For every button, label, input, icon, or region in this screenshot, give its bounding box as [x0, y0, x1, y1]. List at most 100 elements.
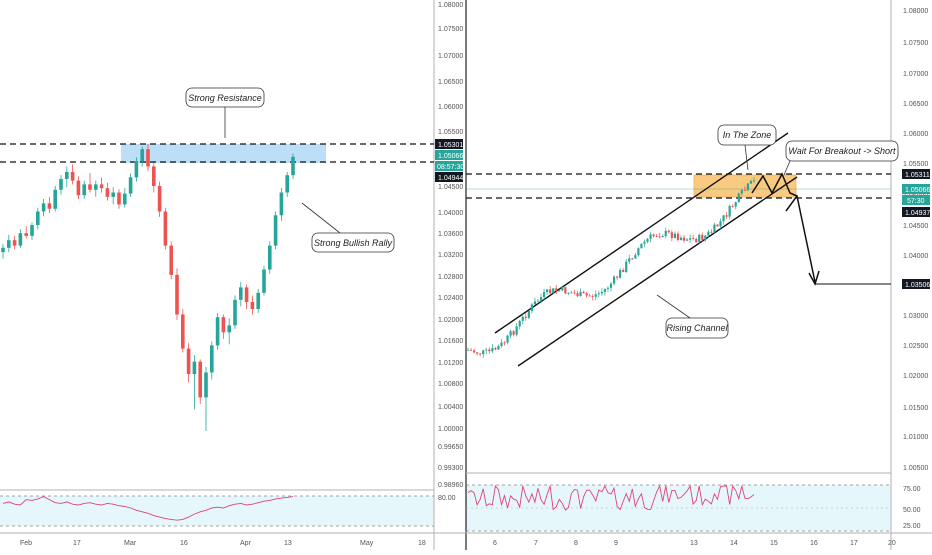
price-tag-1-05301	[435, 139, 463, 149]
y-tick: 1.00800	[438, 381, 463, 388]
candle	[661, 234, 664, 238]
candle	[573, 289, 576, 295]
candle	[612, 275, 616, 286]
y-tick: 1.03600	[438, 231, 463, 238]
price-tag-label: 1.03506	[905, 282, 930, 289]
x-tick: 20	[888, 540, 896, 547]
candle	[643, 239, 646, 248]
x-tick: 15	[770, 540, 778, 547]
candle	[99, 177, 104, 193]
y-tick: 1.08000	[903, 8, 928, 15]
candle	[619, 267, 622, 279]
rising-channel-label: Rising Channel	[666, 323, 728, 333]
candle	[268, 241, 272, 274]
y-tick: 1.02400	[438, 295, 463, 302]
rsi-tick: 25.00	[903, 523, 921, 530]
strong-resistance-label: Strong Resistance	[188, 93, 262, 103]
candle	[634, 252, 637, 259]
candle	[482, 350, 485, 358]
x-tick: 13	[690, 540, 698, 547]
candle	[530, 302, 533, 314]
x-tick: 17	[73, 540, 81, 547]
candle	[600, 287, 603, 296]
candle	[539, 293, 543, 304]
y-tick: 1.06500	[438, 79, 463, 86]
candle	[41, 199, 46, 217]
in-the-zone-label: In The Zone	[723, 130, 772, 140]
breakout-label: Wait For Breakout -> Short	[788, 146, 896, 156]
right-candles	[466, 177, 756, 358]
y-tick: 0.99650	[438, 444, 463, 451]
left-time-axis: Feb 17 Mar 16 Apr 13 May 18	[20, 540, 426, 547]
candle	[564, 286, 567, 295]
candle	[70, 164, 75, 185]
candle	[655, 234, 658, 238]
x-tick: Mar	[124, 540, 137, 547]
candle	[685, 238, 689, 242]
y-tick: 1.01600	[438, 338, 463, 345]
y-tick: 1.08000	[438, 2, 463, 9]
candle	[157, 181, 162, 217]
candle	[123, 188, 127, 208]
candle	[512, 329, 515, 337]
candle	[649, 231, 652, 243]
candle	[558, 290, 561, 292]
y-tick: 1.07000	[438, 53, 463, 60]
candle	[546, 288, 549, 295]
candle	[117, 189, 121, 209]
y-tick: 1.07500	[903, 40, 928, 47]
candle	[692, 234, 695, 241]
candle	[707, 229, 710, 238]
candle	[664, 227, 667, 239]
price-tag-label: 08:57:30	[437, 164, 464, 171]
candle	[469, 347, 473, 351]
candle	[737, 192, 740, 203]
candle	[689, 234, 692, 243]
candle	[725, 212, 728, 219]
candle	[746, 182, 750, 191]
candle	[673, 231, 676, 239]
candle	[59, 175, 63, 195]
candle	[140, 146, 144, 167]
projected-breakdown	[796, 195, 816, 283]
y-tick: 1.01500	[903, 405, 928, 412]
candle	[740, 189, 743, 196]
candle	[597, 290, 600, 298]
candle	[82, 180, 86, 200]
candle	[752, 177, 756, 183]
y-tick: 1.04500	[438, 184, 463, 191]
candle	[567, 292, 570, 296]
candle	[76, 176, 81, 200]
candle	[47, 196, 52, 214]
y-tick: 1.06000	[438, 104, 463, 111]
price-tag-label: 1.04937	[905, 210, 930, 217]
candle	[181, 309, 185, 353]
candle	[695, 237, 698, 244]
candle	[497, 344, 500, 350]
candle	[273, 211, 278, 250]
left-rsi-line	[2, 496, 294, 521]
candle	[670, 229, 673, 242]
candle	[105, 182, 110, 201]
x-tick: 16	[180, 540, 188, 547]
left-candles	[1, 143, 295, 431]
candle	[606, 286, 610, 292]
candle	[609, 281, 613, 292]
candle	[18, 229, 23, 248]
channel-lower-line	[517, 176, 798, 367]
y-tick: 1.04500	[903, 223, 928, 230]
candle	[701, 232, 704, 243]
countdown-tag	[902, 195, 930, 205]
candle	[719, 218, 722, 231]
price-tag-label: 1.04944	[438, 175, 463, 182]
price-tag-1-04944	[435, 172, 463, 182]
price-tag-label: 1.05301	[438, 142, 463, 149]
candle	[175, 268, 179, 320]
strong-bullish-rally-label: Strong Bullish Rally	[314, 238, 393, 248]
y-tick: 1.05500	[438, 129, 463, 136]
x-tick: 9	[614, 540, 618, 547]
candle	[698, 233, 701, 244]
candle	[466, 347, 470, 351]
candle	[552, 288, 555, 294]
candle	[676, 231, 680, 242]
